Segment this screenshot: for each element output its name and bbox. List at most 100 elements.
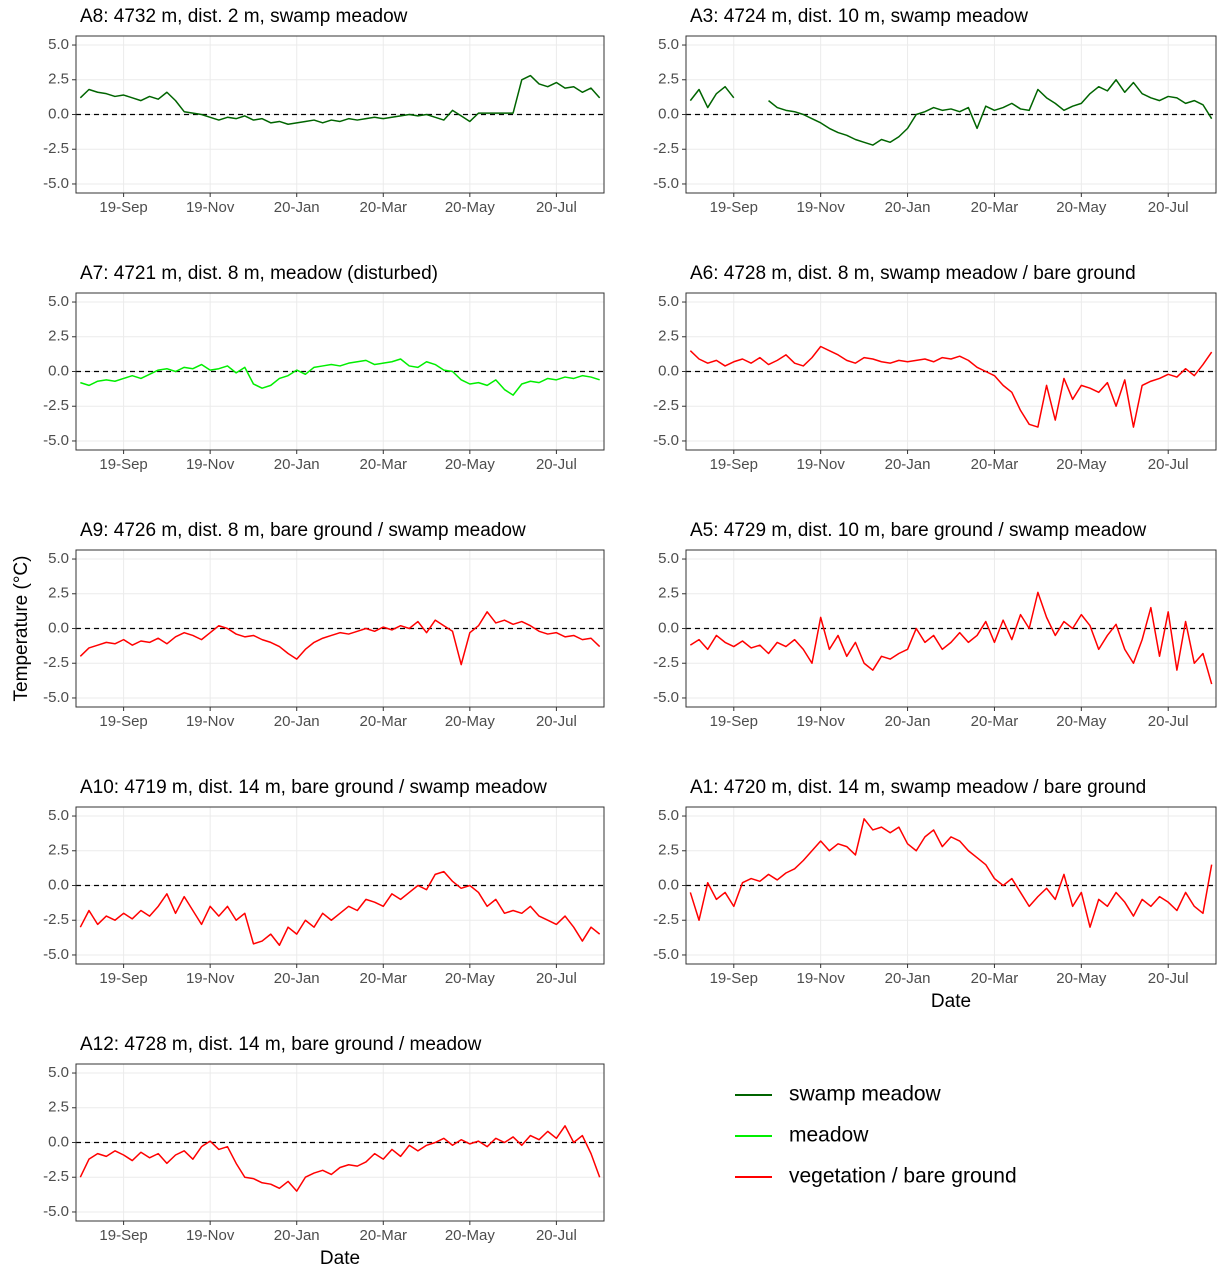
x-tick-label: 20-Jul [1148,970,1189,987]
y-axis-title: Temperature (°C) [11,556,32,702]
x-tick-label: 20-Jul [536,456,577,473]
y-tick-label: 0.0 [48,1133,69,1150]
x-tick-label: 19-Sep [99,713,147,730]
x-tick-label: 20-Mar [971,456,1019,473]
x-tick-label: 20-May [445,970,496,987]
panel-border [75,549,605,708]
x-tick-label: 20-Jul [536,713,577,730]
y-tick-label: -5.0 [43,689,69,706]
panel-border [685,806,1217,965]
x-tick-label: 20-Mar [360,713,408,730]
y-tick-label: 2.5 [48,585,69,602]
y-tick-label: 2.5 [658,328,679,345]
y-tick-label: 2.5 [48,71,69,88]
x-tick-label: 20-May [445,456,496,473]
y-tick-label: 0.0 [48,362,69,379]
x-tick-label: 19-Sep [99,199,147,216]
x-tick-label: 20-Jan [274,1227,320,1244]
x-axis-title: Date [931,991,971,1012]
data-line [79,1125,601,1192]
x-tick-label: 19-Nov [796,970,845,987]
legend-label: vegetation / bare ground [789,1165,1017,1188]
x-tick-label: 19-Nov [796,199,845,216]
y-tick-label: -5.0 [653,175,679,192]
x-tick-label: 20-Jul [1148,713,1189,730]
x-tick-label: 19-Nov [186,199,235,216]
x-tick-label: 20-May [1056,199,1107,216]
x-tick-label: 20-Jan [885,199,931,216]
panel-border [685,549,1217,708]
x-tick-label: 20-Jul [536,199,577,216]
panel-title: A6: 4728 m, dist. 8 m, swamp meadow / ba… [690,263,1136,284]
panel-title: A10: 4719 m, dist. 14 m, bare ground / s… [80,777,547,798]
x-tick-label: 20-Mar [360,199,408,216]
y-tick-label: 2.5 [658,842,679,859]
y-tick-label: -2.5 [43,911,69,928]
x-tick-label: 20-May [445,713,496,730]
panel-title: A7: 4721 m, dist. 8 m, meadow (disturbed… [80,263,438,284]
x-tick-label: 20-Jan [885,713,931,730]
y-tick-label: 5.0 [658,293,679,310]
y-tick-label: -2.5 [43,1168,69,1185]
x-tick-label: 19-Sep [99,1227,147,1244]
panel-title: A12: 4728 m, dist. 14 m, bare ground / m… [80,1034,482,1055]
y-tick-label: -5.0 [43,175,69,192]
x-tick-label: 20-Jan [274,713,320,730]
x-tick-label: 19-Nov [796,456,845,473]
x-tick-label: 20-Mar [360,456,408,473]
data-line [79,74,601,125]
data-line [79,870,601,946]
data-line [79,611,601,666]
x-tick-label: 20-Mar [360,970,408,987]
y-tick-label: -2.5 [43,654,69,671]
x-tick-label: 20-May [445,1227,496,1244]
y-tick-label: -5.0 [653,432,679,449]
panel-border [685,35,1217,194]
panel-border [75,1063,605,1222]
panel-border [75,292,605,451]
y-tick-label: 5.0 [658,550,679,567]
panel-title: A8: 4732 m, dist. 2 m, swamp meadow [80,6,408,27]
x-tick-label: 20-May [1056,713,1107,730]
y-tick-label: 5.0 [48,1064,69,1081]
x-tick-label: 20-Mar [971,970,1019,987]
x-tick-label: 20-May [1056,456,1107,473]
x-tick-label: 20-Jan [274,456,320,473]
y-tick-label: -2.5 [43,397,69,414]
y-tick-label: 0.0 [658,105,679,122]
x-tick-label: 20-Jan [274,970,320,987]
y-tick-label: 5.0 [658,36,679,53]
x-tick-label: 20-Jul [536,1227,577,1244]
data-line [689,818,1213,928]
data-line [689,345,1213,428]
y-tick-label: -5.0 [43,432,69,449]
panel-border [75,806,605,965]
x-tick-label: 19-Nov [186,713,235,730]
panel-title: A3: 4724 m, dist. 10 m, swamp meadow [690,6,1028,27]
y-tick-label: -2.5 [43,140,69,157]
y-tick-label: 0.0 [658,619,679,636]
y-tick-label: -5.0 [653,946,679,963]
y-tick-label: 5.0 [658,807,679,824]
y-tick-label: 2.5 [658,585,679,602]
x-tick-label: 20-Jan [274,199,320,216]
y-tick-label: -2.5 [653,397,679,414]
data-line [80,358,600,396]
x-tick-label: 19-Sep [710,456,758,473]
panel-border [685,292,1217,451]
x-tick-label: 20-Mar [971,199,1019,216]
y-tick-label: 0.0 [658,362,679,379]
legend-label: meadow [789,1124,869,1147]
y-tick-label: 5.0 [48,36,69,53]
x-tick-label: 19-Sep [710,970,758,987]
y-tick-label: 0.0 [48,619,69,636]
x-tick-label: 20-Jul [1148,456,1189,473]
y-tick-label: 2.5 [48,842,69,859]
y-tick-label: -5.0 [43,946,69,963]
y-tick-label: -5.0 [43,1203,69,1220]
x-tick-label: 19-Sep [99,456,147,473]
x-tick-label: 19-Sep [710,199,758,216]
panel-border [75,35,605,194]
x-tick-label: 19-Nov [796,713,845,730]
